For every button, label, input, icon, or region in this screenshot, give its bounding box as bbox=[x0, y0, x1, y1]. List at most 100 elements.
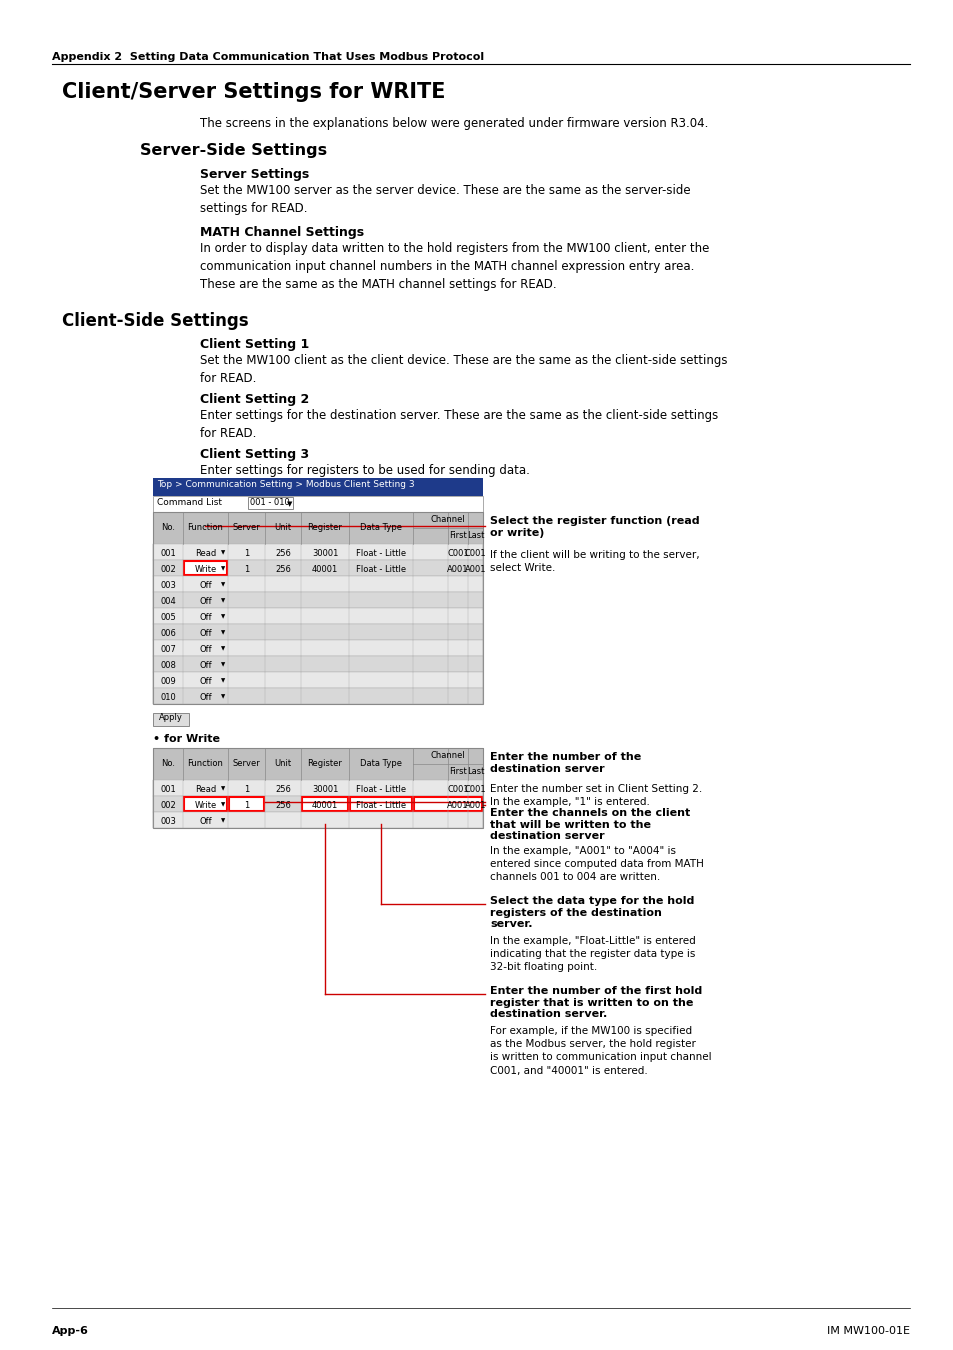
Text: 003: 003 bbox=[160, 817, 175, 825]
Text: 002: 002 bbox=[160, 564, 175, 574]
Bar bbox=[184, 562, 227, 575]
Text: Float - Little: Float - Little bbox=[355, 801, 406, 810]
Text: Appendix 2  Setting Data Communication That Uses Modbus Protocol: Appendix 2 Setting Data Communication Th… bbox=[52, 53, 483, 62]
Text: Server Settings: Server Settings bbox=[200, 167, 309, 181]
Bar bbox=[414, 796, 481, 811]
Bar bbox=[152, 478, 482, 495]
Text: 010: 010 bbox=[160, 693, 175, 702]
Bar bbox=[152, 780, 482, 796]
Text: Client Setting 2: Client Setting 2 bbox=[200, 393, 309, 406]
Text: Top > Communication Setting > Modbus Client Setting 3: Top > Communication Setting > Modbus Cli… bbox=[157, 481, 415, 489]
Text: A001: A001 bbox=[447, 801, 468, 810]
Text: First: First bbox=[449, 768, 466, 776]
Text: Float - Little: Float - Little bbox=[355, 784, 406, 794]
Text: Off: Off bbox=[199, 613, 212, 621]
Text: ▼: ▼ bbox=[221, 551, 225, 555]
Text: For example, if the MW100 is specified
as the Modbus server, the hold register
i: For example, if the MW100 is specified a… bbox=[490, 1026, 711, 1076]
Text: Client/Server Settings for WRITE: Client/Server Settings for WRITE bbox=[62, 82, 445, 103]
Bar bbox=[152, 512, 482, 703]
Text: ▼: ▼ bbox=[221, 663, 225, 667]
Text: Unit: Unit bbox=[274, 524, 292, 532]
Text: • for Write: • for Write bbox=[152, 734, 220, 744]
Bar bbox=[152, 544, 482, 560]
Bar bbox=[248, 497, 293, 509]
Text: 1: 1 bbox=[244, 564, 249, 574]
Bar bbox=[152, 672, 482, 688]
Text: 007: 007 bbox=[160, 644, 175, 653]
Bar bbox=[152, 608, 482, 624]
Text: Enter settings for registers to be used for sending data.: Enter settings for registers to be used … bbox=[200, 464, 529, 477]
Text: The screens in the explanations below were generated under firmware version R3.0: The screens in the explanations below we… bbox=[200, 117, 708, 130]
Bar bbox=[152, 748, 482, 828]
Bar bbox=[152, 576, 482, 593]
Text: ▼: ▼ bbox=[221, 818, 225, 824]
Text: Function: Function bbox=[188, 760, 223, 768]
Text: Enter the number of the
destination server: Enter the number of the destination serv… bbox=[490, 752, 640, 774]
Text: No.: No. bbox=[161, 760, 174, 768]
Text: 30001: 30001 bbox=[312, 784, 337, 794]
Text: ▼: ▼ bbox=[221, 647, 225, 652]
Bar bbox=[152, 560, 482, 576]
Text: 002: 002 bbox=[160, 801, 175, 810]
Text: Data Type: Data Type bbox=[359, 524, 401, 532]
Text: Enter the number of the first hold
register that is written to on the
destinatio: Enter the number of the first hold regis… bbox=[490, 986, 701, 1019]
Bar bbox=[152, 811, 482, 828]
Text: Apply: Apply bbox=[159, 713, 183, 722]
Bar bbox=[152, 593, 482, 608]
Bar bbox=[152, 796, 482, 811]
Text: Read: Read bbox=[194, 548, 216, 558]
Text: 005: 005 bbox=[160, 613, 175, 621]
Bar bbox=[152, 624, 482, 640]
Bar bbox=[229, 796, 264, 811]
Text: ▼: ▼ bbox=[221, 630, 225, 636]
Text: C001: C001 bbox=[464, 784, 486, 794]
Text: Last: Last bbox=[466, 532, 484, 540]
Text: Client-Side Settings: Client-Side Settings bbox=[62, 312, 249, 329]
Bar bbox=[152, 512, 482, 544]
Text: Server: Server bbox=[233, 524, 260, 532]
Text: Enter settings for the destination server. These are the same as the client-side: Enter settings for the destination serve… bbox=[200, 409, 718, 440]
Text: ▼: ▼ bbox=[221, 582, 225, 587]
Text: First: First bbox=[449, 532, 466, 540]
Bar bbox=[350, 796, 412, 811]
Text: C001: C001 bbox=[464, 548, 486, 558]
Text: Select the data type for the hold
registers of the destination
server.: Select the data type for the hold regist… bbox=[490, 896, 694, 929]
Text: Off: Off bbox=[199, 693, 212, 702]
Bar bbox=[152, 495, 482, 512]
Text: IM MW100-01E: IM MW100-01E bbox=[826, 1326, 909, 1336]
Text: Enter the number set in Client Setting 2.
In the example, "1" is entered.: Enter the number set in Client Setting 2… bbox=[490, 784, 701, 807]
Text: If the client will be writing to the server,
select Write.: If the client will be writing to the ser… bbox=[490, 549, 699, 574]
Text: Read: Read bbox=[194, 784, 216, 794]
Text: 001: 001 bbox=[160, 548, 175, 558]
Text: 1: 1 bbox=[244, 548, 249, 558]
Text: 40001: 40001 bbox=[312, 801, 337, 810]
Text: In the example, "A001" to "A004" is
entered since computed data from MATH
channe: In the example, "A001" to "A004" is ente… bbox=[490, 846, 703, 883]
Text: Data Type: Data Type bbox=[359, 760, 401, 768]
Text: ▼: ▼ bbox=[221, 802, 225, 807]
Text: 256: 256 bbox=[274, 548, 291, 558]
Text: C001: C001 bbox=[447, 784, 468, 794]
Text: Client Setting 1: Client Setting 1 bbox=[200, 338, 309, 351]
Text: ▼: ▼ bbox=[221, 694, 225, 699]
Bar bbox=[152, 713, 189, 726]
Text: Off: Off bbox=[199, 660, 212, 670]
Text: In order to display data written to the hold registers from the MW100 client, en: In order to display data written to the … bbox=[200, 242, 709, 292]
Text: Off: Off bbox=[199, 629, 212, 637]
Text: Select the register function (read
or write): Select the register function (read or wr… bbox=[490, 516, 699, 537]
Text: A001: A001 bbox=[447, 564, 468, 574]
Bar bbox=[152, 656, 482, 672]
Text: Server: Server bbox=[233, 760, 260, 768]
Text: Channel: Channel bbox=[430, 516, 465, 525]
Bar bbox=[152, 688, 482, 703]
Text: 30001: 30001 bbox=[312, 548, 337, 558]
Text: Set the MW100 client as the client device. These are the same as the client-side: Set the MW100 client as the client devic… bbox=[200, 354, 727, 385]
Text: Register: Register bbox=[307, 760, 342, 768]
Text: 006: 006 bbox=[160, 629, 175, 637]
Text: Off: Off bbox=[199, 644, 212, 653]
Text: ▼: ▼ bbox=[221, 787, 225, 791]
Text: 256: 256 bbox=[274, 784, 291, 794]
Text: Off: Off bbox=[199, 817, 212, 825]
Bar bbox=[302, 796, 348, 811]
Text: 1: 1 bbox=[244, 801, 249, 810]
Text: MATH Channel Settings: MATH Channel Settings bbox=[200, 225, 364, 239]
